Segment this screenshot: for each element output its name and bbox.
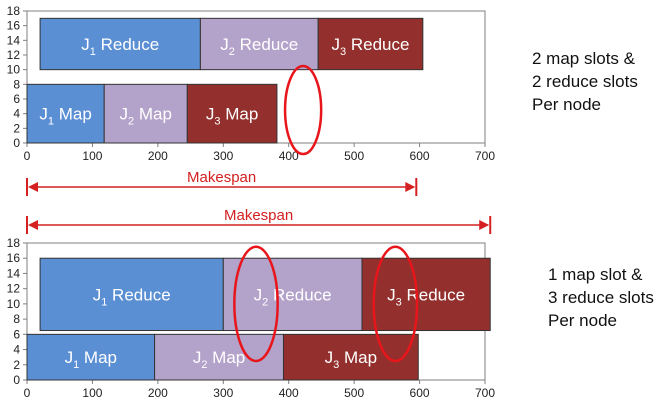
highlight-ellipse: [283, 64, 323, 156]
makespan-right-arrowhead: [405, 182, 416, 192]
task-bar-rect: [282, 333, 419, 381]
y-tick-label: 12: [7, 48, 21, 62]
highlight-ellipse: [233, 245, 279, 363]
task-bar-reduce-j3: J3 Reduce: [361, 257, 491, 332]
top-note-line-1: 2 map slots &: [532, 49, 635, 68]
task-bar-rect: [39, 17, 201, 71]
x-tick-label: 200: [148, 386, 168, 400]
y-tick-label: 6: [13, 327, 20, 341]
y-tick-label: 14: [7, 266, 21, 280]
top-makespan-arrow: Makespan: [26, 169, 418, 196]
bottom-note-line-3: Per node: [548, 311, 617, 330]
task-bar-rect: [26, 83, 105, 144]
bottom-note-line-2: 3 reduce slots: [548, 288, 654, 307]
y-tick-label: 4: [13, 107, 20, 121]
task-bar-label: J2 Map: [120, 105, 172, 128]
x-tick-label: 400: [279, 386, 299, 400]
task-bar-map-j2: J2 Map: [103, 83, 188, 144]
y-tick-label: 14: [7, 33, 21, 47]
task-bar-label: J1 Map: [39, 105, 91, 128]
y-tick-label: 18: [7, 236, 21, 250]
y-tick-label: 2: [13, 121, 20, 135]
x-tick-label: 300: [213, 386, 233, 400]
y-tick-label: 10: [7, 63, 21, 77]
y-tick-label: 6: [13, 92, 20, 106]
y-tick-label: 0: [13, 373, 20, 387]
top-note-line-3: Per node: [532, 95, 601, 114]
makespan-left-arrowhead: [28, 182, 38, 192]
task-bar-reduce-j3: J3 Reduce: [317, 17, 424, 71]
task-bar-label: J3 Map: [206, 105, 258, 128]
task-bar-map-j1: J1 Map: [26, 333, 156, 381]
task-bar-map-j2: J2 Map: [154, 333, 284, 381]
x-tick-label: 400: [279, 149, 299, 163]
task-bar-rect: [39, 257, 224, 332]
task-bar-label: J1 Reduce: [93, 285, 171, 308]
y-tick-label: 8: [13, 312, 20, 326]
x-tick-label: 500: [344, 386, 364, 400]
y-tick-label: 2: [13, 358, 20, 372]
y-tick-label: 0: [13, 136, 20, 150]
task-bar-label: J3 Reduce: [332, 35, 410, 58]
task-bar-rect: [222, 257, 363, 332]
bottom-note-line-1: 1 map slot &: [548, 265, 643, 284]
task-bar-rect: [186, 83, 278, 144]
x-tick-label: 700: [475, 149, 495, 163]
x-tick-label: 500: [344, 149, 364, 163]
makespan-label: Makespan: [187, 169, 256, 186]
task-bar-label: J3 Map: [325, 348, 377, 371]
task-bar-rect: [154, 333, 284, 381]
x-tick-label: 0: [24, 149, 31, 163]
x-tick-label: 600: [410, 386, 430, 400]
y-tick-label: 10: [7, 297, 21, 311]
task-bar-label: J2 Reduce: [254, 285, 332, 308]
task-bar-reduce-j2: J2 Reduce: [222, 257, 363, 332]
x-tick-label: 0: [24, 386, 31, 400]
x-tick-label: 200: [148, 149, 168, 163]
task-bar-reduce-j2: J2 Reduce: [199, 17, 319, 71]
x-tick-label: 300: [213, 149, 233, 163]
task-bar-map-j1: J1 Map: [26, 83, 105, 144]
y-tick-label: 8: [13, 77, 20, 91]
task-bar-rect: [317, 17, 424, 71]
task-bar-map-j3: J3 Map: [282, 333, 419, 381]
task-bar-map-j3: J3 Map: [186, 83, 278, 144]
makespan-left-arrowhead: [28, 220, 38, 230]
task-bar-label: J1 Reduce: [81, 35, 159, 58]
y-tick-label: 12: [7, 282, 21, 296]
y-tick-label: 16: [7, 251, 21, 265]
bottom-makespan-arrow: Makespan: [26, 207, 492, 234]
task-bar-rect: [199, 17, 319, 71]
bottom-slot-note: 1 map slot & 3 reduce slots Per node: [548, 263, 654, 332]
task-bar-label: J2 Reduce: [220, 35, 298, 58]
task-bar-reduce-j1: J1 Reduce: [39, 257, 224, 332]
task-bar-label: J2 Map: [193, 348, 245, 371]
task-bar-rect: [26, 333, 156, 381]
x-tick-label: 100: [82, 149, 102, 163]
y-tick-label: 4: [13, 343, 20, 357]
x-tick-label: 100: [82, 386, 102, 400]
makespan-label: Makespan: [224, 207, 293, 224]
x-tick-label: 700: [475, 386, 495, 400]
y-tick-label: 16: [7, 19, 21, 33]
makespan-right-arrowhead: [479, 220, 490, 230]
x-tick-label: 600: [410, 149, 430, 163]
task-bar-reduce-j1: J1 Reduce: [39, 17, 201, 71]
task-bar-rect: [361, 257, 491, 332]
top-note-line-2: 2 reduce slots: [532, 72, 638, 91]
y-tick-label: 18: [7, 4, 21, 18]
highlight-ellipse: [372, 245, 419, 363]
top-slot-note: 2 map slots & 2 reduce slots Per node: [532, 47, 638, 116]
task-bar-label: J1 Map: [65, 348, 117, 371]
